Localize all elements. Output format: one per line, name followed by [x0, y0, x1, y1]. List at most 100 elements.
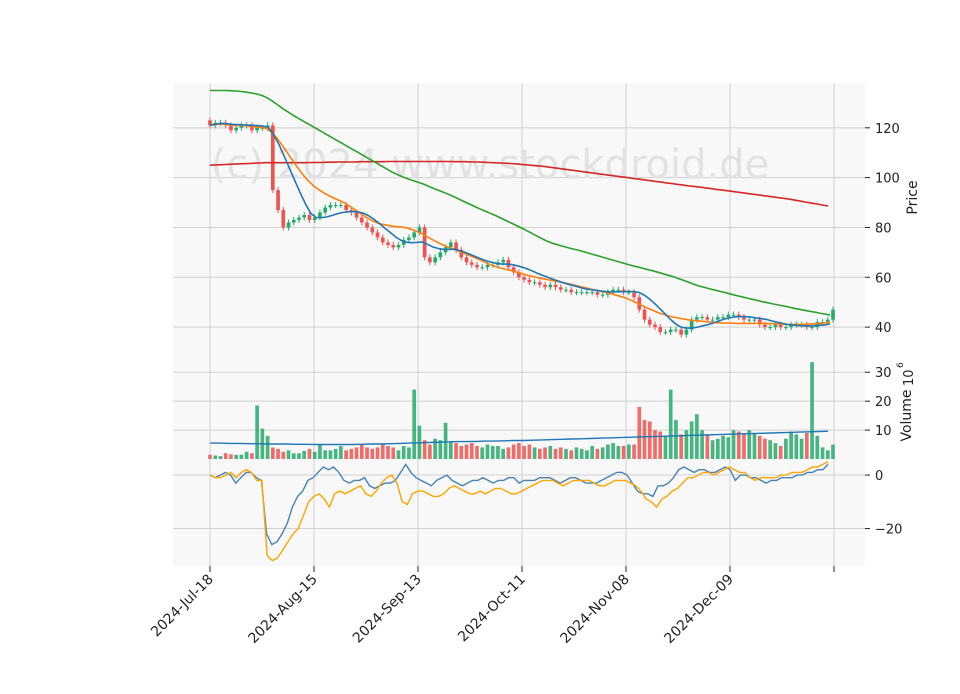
- volume-bar: [637, 406, 642, 459]
- candle-body: [312, 217, 317, 220]
- candle-body: [391, 244, 396, 248]
- candle-body: [674, 329, 678, 331]
- candle-body: [286, 222, 291, 228]
- candle-body: [700, 317, 704, 319]
- volume-bar: [270, 447, 275, 459]
- candle-body: [469, 262, 474, 265]
- candle-body: [354, 212, 359, 218]
- volume-bar: [454, 443, 458, 459]
- volume-bar: [825, 450, 830, 459]
- candle-body: [328, 205, 333, 208]
- volume-bar: [558, 447, 563, 459]
- volume-bar: [286, 450, 291, 459]
- volume-average-line: [210, 430, 829, 446]
- indicator-lines: [209, 89, 831, 562]
- candle-body: [642, 309, 647, 320]
- volume-bar: [511, 444, 516, 459]
- volume-bar: [475, 445, 479, 459]
- candle-body: [339, 205, 343, 207]
- candle-body: [553, 284, 558, 288]
- volume-bar: [380, 444, 385, 459]
- volume-bar: [433, 438, 437, 459]
- candle-body: [679, 329, 684, 335]
- volume-bar: [710, 440, 715, 459]
- volume-tick-label: 10: [875, 424, 892, 439]
- candle-body: [585, 292, 589, 294]
- candle-body: [417, 227, 422, 233]
- volume-bar: [595, 448, 600, 459]
- ma-long-line: [209, 160, 829, 207]
- candle-body: [831, 309, 835, 320]
- volume-bar: [731, 430, 736, 459]
- candle-body: [480, 267, 485, 269]
- volume-bar: [799, 438, 804, 459]
- candle-body: [527, 279, 532, 283]
- volume-bar: [401, 445, 406, 459]
- candle-body: [344, 205, 348, 211]
- volume-bar: [600, 447, 605, 459]
- volume-bar: [464, 444, 469, 459]
- candle-body: [428, 257, 432, 263]
- candle-body: [653, 324, 657, 328]
- price-panel-bg: [173, 83, 865, 352]
- volume-bar: [742, 432, 746, 459]
- candle-body: [616, 289, 621, 291]
- volume-bar: [438, 440, 443, 459]
- candle-body: [825, 319, 830, 323]
- volume-bar: [239, 454, 244, 459]
- candle-body: [684, 329, 689, 335]
- volume-tick-label: 20: [875, 395, 892, 410]
- x-tick-label: 2024-Aug-15: [245, 572, 320, 647]
- candle-body: [564, 289, 568, 291]
- candle-body: [543, 284, 547, 288]
- volume-bar: [715, 438, 720, 459]
- volume-bar: [726, 437, 731, 459]
- candle-body: [548, 284, 553, 288]
- volume-bar: [527, 444, 532, 459]
- volume-bar: [281, 451, 286, 459]
- volume-exponent-label: 10: [902, 369, 917, 386]
- candle-body: [270, 125, 275, 191]
- volume-bar: [333, 448, 338, 459]
- volume-bar: [244, 451, 249, 459]
- candle-body: [501, 259, 506, 263]
- volume-bar: [344, 450, 348, 459]
- candle-body: [239, 125, 244, 128]
- candle-body: [742, 317, 746, 320]
- candle-body: [208, 120, 212, 126]
- volume-bar: [663, 435, 668, 459]
- volume-bars: [208, 362, 835, 459]
- volume-bar: [490, 445, 495, 459]
- volume-bar: [616, 445, 621, 459]
- candle-body: [522, 277, 526, 280]
- volume-bar: [522, 445, 526, 459]
- volume-bar: [370, 448, 375, 459]
- volume-bar: [789, 431, 793, 459]
- volume-bar: [354, 447, 359, 459]
- volume-bar: [794, 434, 799, 459]
- volume-tick-label: 30: [875, 366, 892, 381]
- candle-body: [705, 317, 710, 320]
- volume-bar: [297, 453, 301, 459]
- volume-bar: [752, 432, 757, 459]
- volume-bar: [574, 447, 579, 459]
- candle-body: [333, 205, 338, 207]
- candle-body: [626, 292, 631, 294]
- ma-fast-line: [209, 122, 831, 329]
- volume-bar: [302, 450, 307, 459]
- candle-body: [595, 292, 600, 295]
- volume-bar: [448, 441, 453, 459]
- candle-body: [558, 287, 563, 290]
- volume-bar: [590, 445, 595, 459]
- volume-bar: [223, 453, 228, 459]
- ma-mid-line: [209, 123, 831, 326]
- candle-body: [464, 257, 469, 263]
- candle-body: [412, 232, 417, 238]
- volume-bar: [234, 454, 239, 459]
- volume-bar: [339, 445, 343, 459]
- price-tick-label: 80: [875, 221, 892, 236]
- oscillator-line-1: [209, 463, 829, 546]
- volume-axis-label: Volume: [899, 389, 915, 441]
- candle-body: [302, 215, 307, 218]
- volume-bar: [689, 421, 694, 459]
